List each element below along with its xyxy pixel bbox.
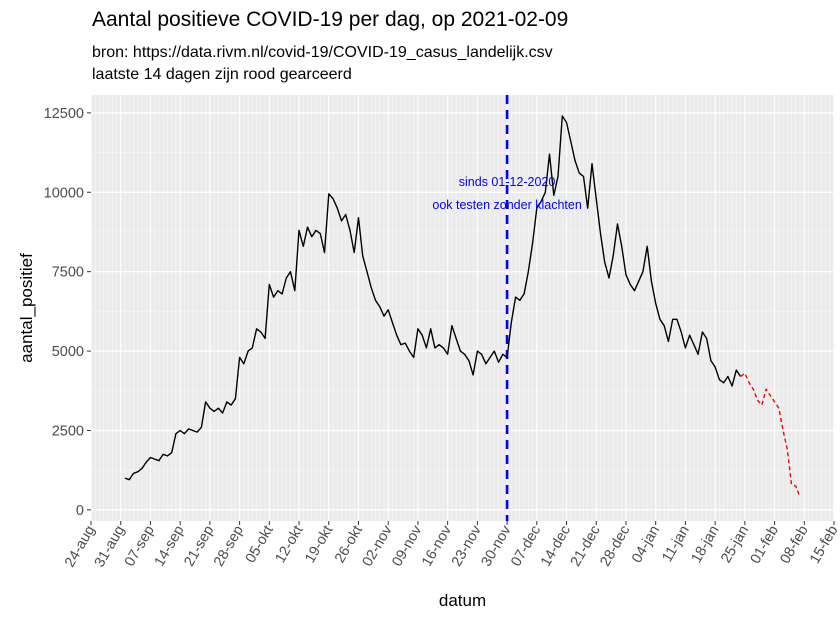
y-tick-label: 0 xyxy=(76,503,84,519)
x-tick-label: 19-okt xyxy=(302,523,336,566)
x-axis-label: datum xyxy=(439,591,486,610)
annotation-group: sinds 01-12-2020 ook testen zonder klacht… xyxy=(432,175,581,212)
x-tick-label: 28-dec xyxy=(597,523,633,569)
x-tick-label: 12-okt xyxy=(272,523,306,566)
x-axis: 24-aug31-aug07-sep14-sep21-sep28-sep05-o… xyxy=(62,521,840,570)
grid-minor xyxy=(91,95,834,521)
x-tick-label: 05-okt xyxy=(243,523,277,566)
x-tick-label: 11-jan xyxy=(659,523,692,565)
series-line-last-14-days xyxy=(740,372,801,498)
y-tick-label: 12500 xyxy=(44,106,84,122)
x-tick-label: 31-aug xyxy=(92,523,128,570)
series-line-positive xyxy=(124,115,742,481)
y-axis: 0 2500 5000 7500 10000 12500 xyxy=(44,106,91,519)
annotation-text: ook testen zonder klachten xyxy=(432,198,581,212)
x-tick-label: 18-jan xyxy=(689,523,723,566)
grid-major xyxy=(90,95,835,521)
x-tick-label: 01-feb xyxy=(748,523,782,567)
chart-title: Aantal positieve COVID-19 per dag, op 20… xyxy=(92,8,569,31)
chart-subtitle-note: laatste 14 dagen zijn rood gearceerd xyxy=(92,66,352,83)
y-tick-label: 10000 xyxy=(44,185,84,201)
x-tick-label: 08-feb xyxy=(777,523,811,567)
x-tick-label: 04-jan xyxy=(629,523,663,566)
x-tick-label: 15-feb xyxy=(807,523,840,567)
y-axis-label: aantal_positief xyxy=(17,253,36,363)
x-tick-label: 28-sep xyxy=(211,523,247,569)
y-tick-label: 5000 xyxy=(52,344,84,360)
annotation-text: sinds 01-12-2020 xyxy=(459,175,556,189)
chart-subtitle-source: bron: https://data.rivm.nl/covid-19/COVI… xyxy=(92,44,553,61)
plot-panel xyxy=(91,95,834,521)
series-group xyxy=(124,115,801,498)
y-tick-label: 2500 xyxy=(52,423,84,439)
y-tick-label: 7500 xyxy=(52,265,84,281)
